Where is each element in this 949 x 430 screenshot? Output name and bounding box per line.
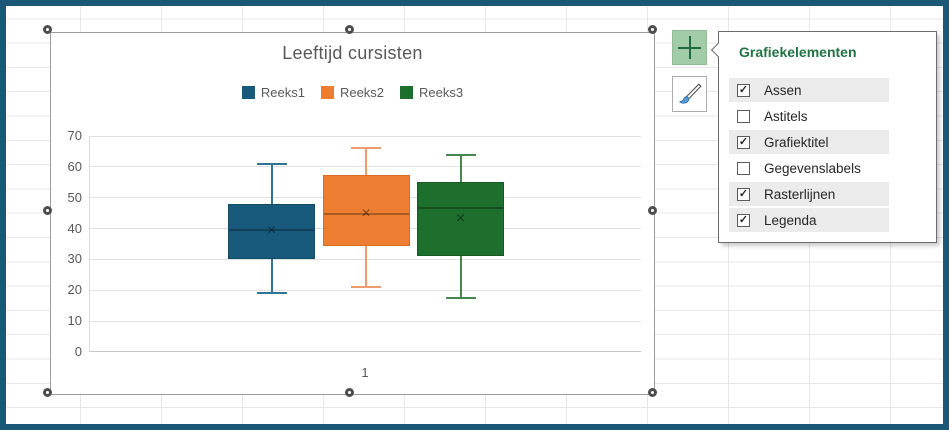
mean-marker-reeks3: × [455, 209, 466, 227]
chart-styles-button[interactable] [672, 76, 707, 112]
y-axis-tick-label: 10 [67, 313, 82, 329]
panel-item-assen[interactable]: ✓ Assen [729, 78, 889, 102]
panel-item-label: Astitels [764, 108, 808, 124]
panel-item-grafiektitel[interactable]: ✓ Grafiektitel [729, 130, 889, 154]
panel-item-astitels[interactable]: Astitels [729, 104, 889, 128]
panel-item-label: Legenda [764, 212, 817, 228]
whisker-cap-min-reeks3 [445, 297, 476, 299]
whisker-cap-max-reeks3 [445, 153, 476, 156]
chart-legend[interactable]: Reeks1 Reeks2 Reeks3 [51, 85, 654, 100]
y-axis-tick-label: 70 [67, 128, 82, 143]
checkbox-unchecked-icon[interactable] [737, 161, 750, 175]
checkbox-checked-icon[interactable]: ✓ [737, 135, 750, 149]
selection-handle-middle-right[interactable] [647, 206, 657, 215]
panel-item-gegevenslabels[interactable]: Gegevenslabels [729, 156, 889, 180]
y-axis-tick-label: 30 [67, 251, 82, 267]
whisker-lower-reeks3 [459, 256, 462, 298]
whisker-cap-max-reeks1 [256, 162, 287, 165]
y-axis-tick-label: 20 [67, 282, 82, 298]
panel-title: Grafiekelementen [739, 44, 857, 60]
median-line-reeks2 [323, 213, 409, 216]
checkbox-unchecked-icon[interactable] [737, 109, 750, 123]
y-axis-tick-label: 0 [74, 344, 82, 359]
legend-swatch-icon [241, 86, 255, 99]
checkbox-checked-icon[interactable]: ✓ [737, 213, 750, 227]
checkbox-checked-icon[interactable]: ✓ [737, 83, 750, 97]
legend-swatch-icon [400, 86, 414, 99]
box-reeks2[interactable]: × [322, 174, 410, 246]
selection-handle-middle-left[interactable] [42, 206, 52, 215]
chart-title[interactable]: Leeftijd cursisten [282, 43, 423, 63]
mean-marker-reeks1: × [266, 222, 277, 240]
chart-elements-button[interactable] [672, 30, 707, 65]
panel-item-label: Grafiektitel [764, 134, 829, 150]
legend-item-reeks2[interactable]: Reeks2 [320, 85, 385, 100]
box-reeks3[interactable]: × [417, 182, 504, 257]
selection-handle-top-right[interactable] [647, 24, 657, 34]
selection-handle-bottom-right[interactable] [647, 387, 657, 397]
y-axis-tick-label: 50 [67, 189, 82, 205]
panel-item-list: ✓ Assen Astitels ✓ Grafiektitel Gegevenslabel… [729, 78, 889, 234]
x-axis-category-label: 1 [361, 365, 369, 380]
median-line-reeks3 [418, 206, 503, 209]
gridline-70 [90, 135, 641, 137]
selection-handle-top-center[interactable] [344, 24, 354, 34]
legend-label: Reeks2 [339, 85, 385, 100]
paintbrush-icon [678, 83, 702, 104]
median-line-reeks1 [229, 228, 314, 231]
whisker-upper-reeks3 [459, 154, 462, 183]
checkbox-checked-icon[interactable]: ✓ [737, 187, 750, 201]
legend-label: Reeks3 [419, 85, 464, 100]
legend-item-reeks3[interactable]: Reeks3 [400, 85, 463, 100]
panel-item-label: Gegevenslabels [764, 160, 861, 176]
whisker-upper-reeks2 [365, 148, 367, 175]
panel-item-label: Rasterlijnen [764, 186, 836, 202]
mean-marker-reeks2: × [361, 205, 371, 223]
whisker-cap-min-reeks1 [256, 292, 287, 295]
selection-handle-bottom-left[interactable] [42, 387, 52, 397]
legend-swatch-icon [320, 86, 334, 99]
chart-elements-panel: Grafiekelementen ✓ Assen Astitels ✓ Grafiekt… [710, 31, 937, 243]
whisker-upper-reeks1 [270, 163, 273, 204]
box-reeks1[interactable]: × [228, 203, 315, 260]
chart-area[interactable]: Leeftijd cursisten Reeks1 Reeks2 Reeks3 0 1… [50, 32, 655, 395]
whisker-lower-reeks2 [365, 245, 367, 288]
panel-item-label: Assen [764, 82, 802, 98]
plot-area[interactable]: 0 10 20 30 40 50 60 70 × × × [68, 128, 641, 359]
y-axis-tick-label: 60 [67, 158, 82, 174]
gridline-20 [90, 289, 641, 291]
whisker-cap-max-reeks2 [351, 147, 381, 150]
whisker-lower-reeks1 [270, 259, 273, 294]
plus-icon [689, 36, 691, 59]
selection-handle-top-left[interactable] [42, 24, 52, 34]
legend-label: Reeks1 [260, 85, 305, 100]
selection-handle-bottom-center[interactable] [344, 387, 354, 397]
legend-item-reeks1[interactable]: Reeks1 [241, 85, 305, 100]
whisker-cap-min-reeks2 [351, 286, 381, 289]
y-axis-tick-label: 40 [67, 220, 82, 236]
gridline-10 [90, 320, 641, 322]
panel-item-rasterlijnen[interactable]: ✓ Rasterlijnen [729, 182, 889, 206]
panel-item-legenda[interactable]: ✓ Legenda [729, 208, 889, 232]
